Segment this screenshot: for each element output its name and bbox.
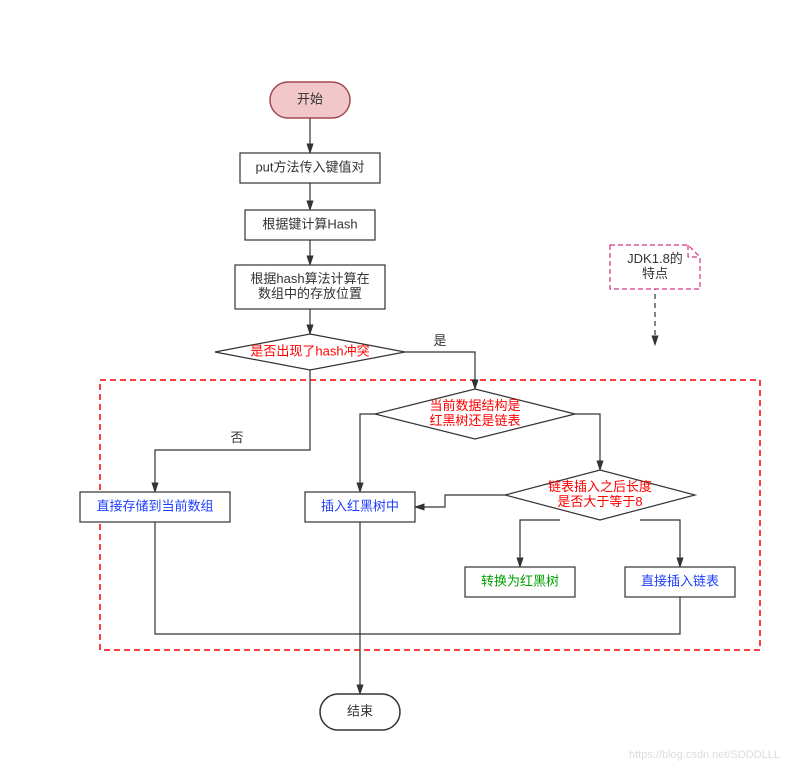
svg-text:JDK1.8的: JDK1.8的 (627, 251, 683, 266)
svg-text:直接存储到当前数组: 直接存储到当前数组 (96, 498, 213, 513)
svg-text:是: 是 (433, 333, 446, 348)
svg-text:当前数据结构是: 当前数据结构是 (429, 398, 520, 413)
svg-text:put方法传入键值对: put方法传入键值对 (255, 159, 364, 174)
svg-text:红黑树还是链表: 红黑树还是链表 (429, 413, 520, 428)
svg-text:是否大于等于8: 是否大于等于8 (557, 494, 642, 509)
svg-text:是否出现了hash冲突: 是否出现了hash冲突 (250, 343, 369, 358)
svg-text:特点: 特点 (642, 266, 668, 281)
svg-text:转换为红黑树: 转换为红黑树 (481, 573, 559, 588)
svg-text:https://blog.csdn.net/SDDDLLL: https://blog.csdn.net/SDDDLLL (629, 749, 780, 761)
svg-text:根据键计算Hash: 根据键计算Hash (262, 216, 357, 231)
svg-text:根据hash算法计算在: 根据hash算法计算在 (250, 271, 369, 286)
svg-text:链表插入之后长度: 链表插入之后长度 (548, 479, 652, 494)
svg-text:开始: 开始 (297, 91, 323, 106)
svg-text:直接插入链表: 直接插入链表 (641, 573, 719, 588)
svg-text:数组中的存放位置: 数组中的存放位置 (258, 286, 362, 301)
svg-text:否: 否 (230, 430, 243, 445)
svg-text:结束: 结束 (347, 703, 373, 718)
svg-text:插入红黑树中: 插入红黑树中 (321, 498, 399, 513)
